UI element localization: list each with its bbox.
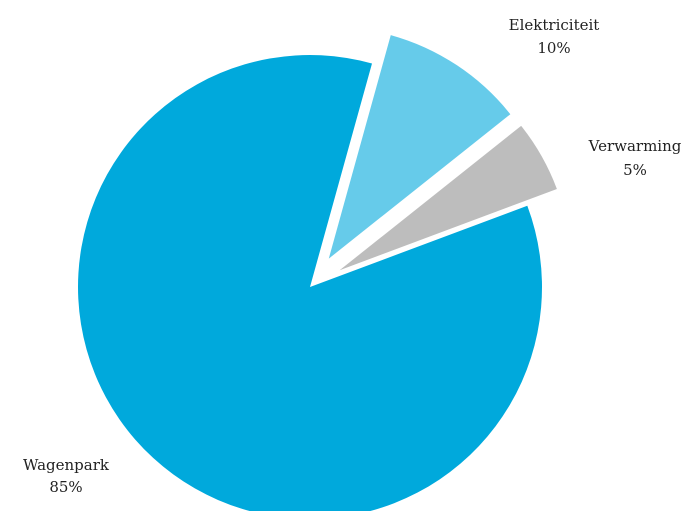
slice-label-elektriciteit: Elektriciteit (509, 16, 600, 34)
slice-value-wagenpark: 85% (49, 478, 82, 496)
pie-slice-verwarming (339, 125, 557, 271)
slice-value-elektriciteit: 10% (537, 39, 570, 57)
label-wagenpark: Wagenpark 85% (23, 456, 110, 496)
pie-slice-wagenpark (78, 55, 542, 511)
label-verwarming: Verwarming 5% (588, 137, 682, 179)
pie-slices (78, 35, 557, 511)
pie-slice-elektriciteit (328, 35, 511, 259)
slice-label-wagenpark: Wagenpark (23, 456, 110, 474)
label-elektriciteit: Elektriciteit 10% (509, 16, 600, 57)
slice-value-verwarming: 5% (623, 161, 647, 179)
slice-label-verwarming: Verwarming (588, 137, 682, 155)
